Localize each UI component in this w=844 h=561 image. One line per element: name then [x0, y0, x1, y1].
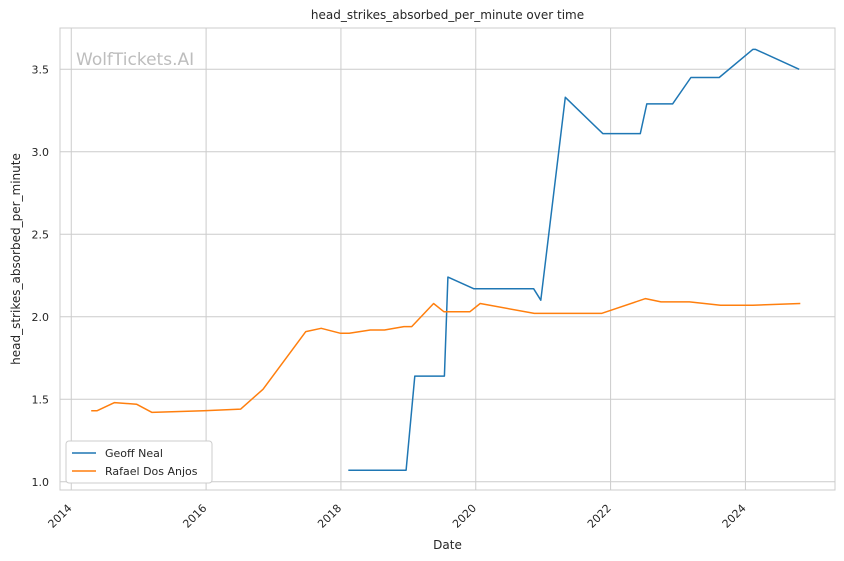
- chart-title: head_strikes_absorbed_per_minute over ti…: [311, 8, 584, 22]
- watermark: WolfTickets.AI: [76, 50, 194, 70]
- legend-items: Geoff Neal Rafael Dos Anjos: [72, 447, 198, 478]
- series-lines: [91, 48, 801, 471]
- series-line-rafael-dos-anjos: [91, 297, 801, 414]
- grid: [60, 28, 835, 490]
- y-axis-label: head_strikes_absorbed_per_minute: [9, 153, 23, 365]
- y-tick-label: 1.5: [32, 393, 50, 406]
- x-tick-label: 2024: [720, 502, 749, 531]
- x-tick-label: 2020: [450, 502, 479, 531]
- y-tick-labels: 1.0 1.5 2.0 2.5 3.0 3.5: [32, 63, 50, 489]
- x-tick-label: 2022: [585, 502, 614, 531]
- y-tick-label: 2.0: [32, 311, 50, 324]
- plot-frame: [59, 27, 836, 491]
- x-tick-label: 2014: [46, 502, 75, 531]
- x-tick-labels: 2014 2016 2018 2020 2022 2024: [46, 502, 749, 531]
- series-line-geoff-neal: [348, 48, 800, 471]
- legend-label: Rafael Dos Anjos: [105, 465, 198, 478]
- x-tick-label: 2016: [180, 502, 209, 531]
- legend: Geoff Neal Rafael Dos Anjos: [65, 440, 213, 484]
- y-tick-label: 3.5: [32, 63, 50, 76]
- x-axis-label: Date: [433, 538, 462, 552]
- x-tick-label: 2018: [315, 502, 344, 531]
- legend-label: Geoff Neal: [105, 447, 163, 460]
- legend-box: [65, 440, 213, 484]
- y-tick-label: 2.5: [32, 228, 50, 241]
- y-tick-label: 3.0: [32, 146, 50, 159]
- y-tick-label: 1.0: [32, 476, 50, 489]
